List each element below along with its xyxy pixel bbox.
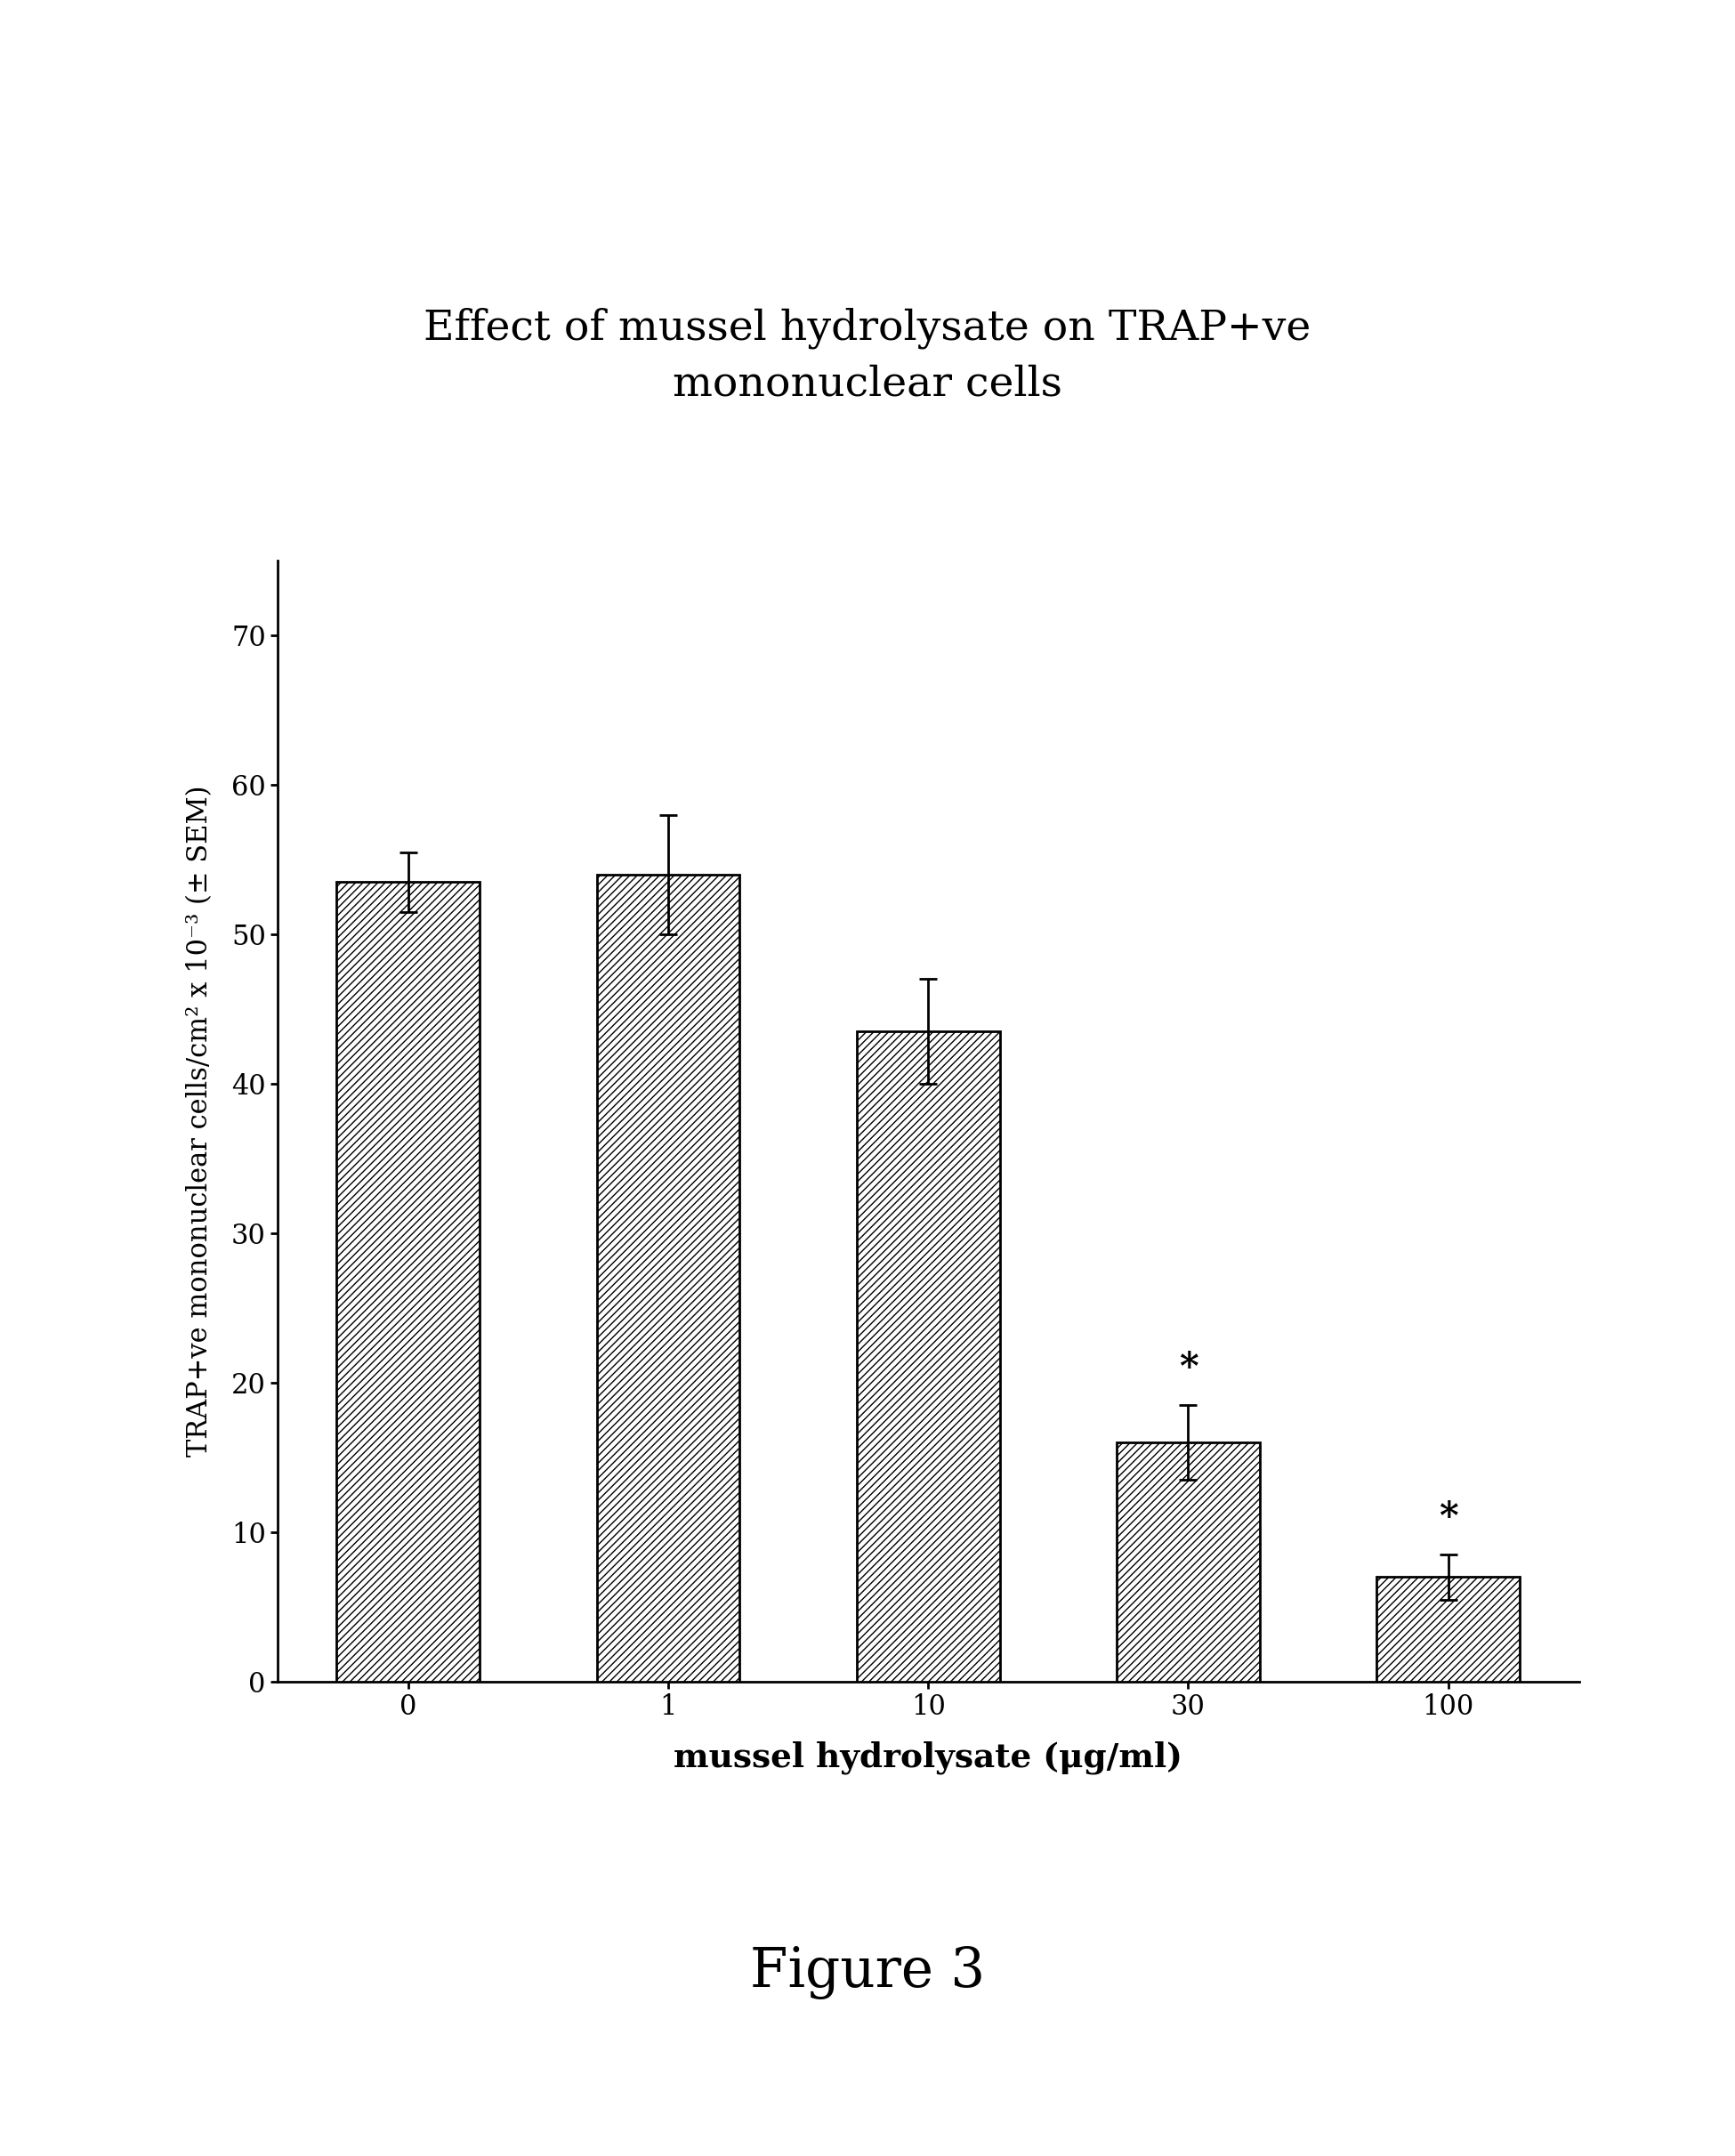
Text: *: * (1438, 1498, 1457, 1537)
Text: *: * (1178, 1350, 1197, 1386)
Bar (337, 882, 481, 1682)
X-axis label: mussel hydrolysate (μg/ml): mussel hydrolysate (μg/ml) (673, 1740, 1183, 1774)
Bar (597, 875, 739, 1682)
Y-axis label: TRAP+ve mononuclear cells/cm² x 10⁻³ (± SEM): TRAP+ve mononuclear cells/cm² x 10⁻³ (± … (186, 785, 213, 1457)
Text: Effect of mussel hydrolysate on TRAP+ve
mononuclear cells: Effect of mussel hydrolysate on TRAP+ve … (423, 306, 1312, 405)
Bar (857, 1031, 999, 1682)
Bar (1117, 1442, 1260, 1682)
Text: Figure 3: Figure 3 (750, 1947, 985, 1999)
Bar (1376, 1576, 1520, 1682)
